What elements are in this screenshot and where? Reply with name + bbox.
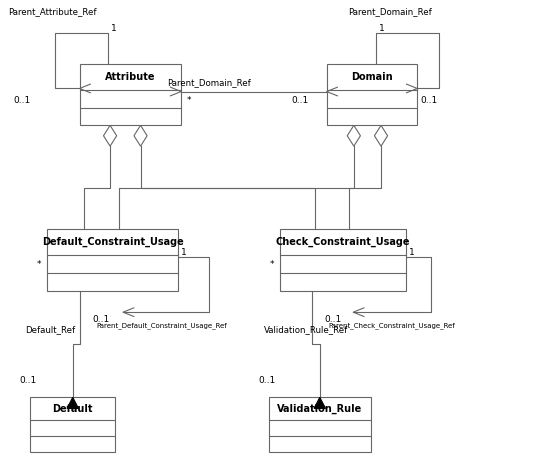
Polygon shape xyxy=(374,125,388,146)
Text: 1: 1 xyxy=(409,248,414,257)
Text: Parent_Domain_Ref: Parent_Domain_Ref xyxy=(349,7,433,17)
Text: 1: 1 xyxy=(379,24,385,33)
Polygon shape xyxy=(103,125,116,146)
Bar xyxy=(327,64,417,125)
Text: Check_Constraint_Usage: Check_Constraint_Usage xyxy=(276,237,410,247)
Text: 0..1: 0..1 xyxy=(93,315,110,324)
Text: Validation_Rule: Validation_Rule xyxy=(277,403,362,414)
Text: *: * xyxy=(187,96,191,105)
Text: 1: 1 xyxy=(111,24,116,33)
Text: Parent_Check_Constraint_Usage_Ref: Parent_Check_Constraint_Usage_Ref xyxy=(328,322,455,329)
Polygon shape xyxy=(134,125,147,146)
Text: Domain: Domain xyxy=(351,72,393,82)
Text: 0..1: 0..1 xyxy=(258,376,275,385)
Text: 0..1: 0..1 xyxy=(14,96,31,105)
Text: Default: Default xyxy=(53,404,93,414)
Text: Parent_Default_Constraint_Usage_Ref: Parent_Default_Constraint_Usage_Ref xyxy=(97,322,227,329)
Text: *: * xyxy=(270,260,274,269)
Text: 0..1: 0..1 xyxy=(291,96,308,105)
Polygon shape xyxy=(314,397,326,408)
Bar xyxy=(80,64,181,125)
Text: Parent_Domain_Ref: Parent_Domain_Ref xyxy=(167,79,251,88)
Bar xyxy=(30,397,115,452)
Text: Default_Ref: Default_Ref xyxy=(25,325,75,334)
Text: 1: 1 xyxy=(181,248,187,257)
Bar xyxy=(280,229,406,291)
Text: Validation_Rule_Ref: Validation_Rule_Ref xyxy=(264,325,348,334)
Text: Attribute: Attribute xyxy=(105,72,155,82)
Text: 0..1: 0..1 xyxy=(19,376,36,385)
Bar xyxy=(47,229,178,291)
Text: 0..1: 0..1 xyxy=(324,315,341,324)
Bar xyxy=(269,397,371,452)
Polygon shape xyxy=(67,397,79,408)
Text: 0..1: 0..1 xyxy=(420,96,437,105)
Text: Default_Constraint_Usage: Default_Constraint_Usage xyxy=(42,237,183,247)
Polygon shape xyxy=(347,125,360,146)
Text: *: * xyxy=(37,260,41,269)
Text: Parent_Attribute_Ref: Parent_Attribute_Ref xyxy=(8,7,97,17)
